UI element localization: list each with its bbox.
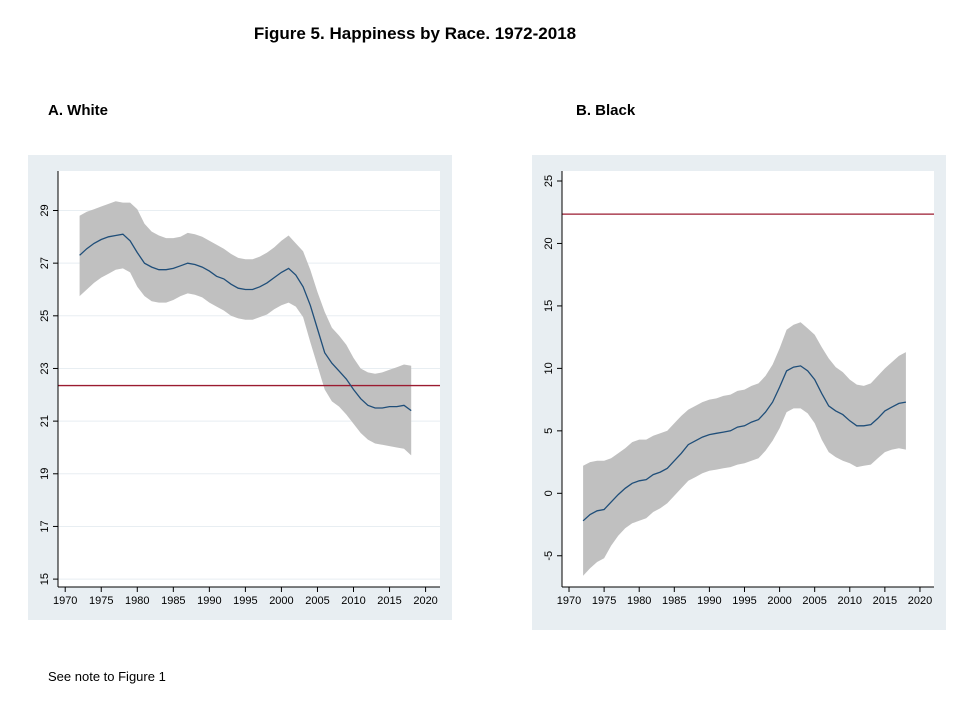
panel-b-y-tick-label: 15 (543, 300, 555, 312)
panel-b-x-tick-label: 1985 (662, 595, 686, 607)
panel-b-y-tick-label: 0 (543, 490, 555, 496)
panel-a-title: A. White (48, 102, 108, 119)
figure-title: Figure 5. Happiness by Race. 1972-2018 (253, 24, 577, 43)
panel-a-x-tick-label: 2015 (377, 595, 401, 607)
panel-a-y-tick-label: 21 (39, 415, 51, 427)
panel-a-y-tick-label: 23 (39, 362, 51, 374)
panel-b-x-tick-label: 2010 (838, 595, 862, 607)
panel-b-y-tick-label: 25 (543, 175, 555, 187)
panel-a-x-tick-label: 1970 (53, 595, 77, 607)
panel-a-y-tick-label: 19 (39, 468, 51, 480)
panel-a-x-tick-label: 2005 (305, 595, 329, 607)
panel-b-x-tick-label: 1980 (627, 595, 651, 607)
panel-a-y-tick-label: 15 (39, 573, 51, 585)
panel-b-x-tick-label: 2020 (908, 595, 932, 607)
panel-a-x-tick-label: 2020 (413, 595, 437, 607)
figure-note: See note to Figure 1 (48, 669, 166, 684)
panel-a-y-tick-label: 25 (39, 310, 51, 322)
panel-b-x-tick-label: 2005 (802, 595, 826, 607)
panel-b-x-tick-label: 1995 (732, 595, 756, 607)
panel-b-x-tick-label: 2015 (873, 595, 897, 607)
chart-panel-black: 1970 1975 1980 1985 1990 1995 2000 2005 2010 2015… (532, 155, 946, 630)
panel-a-x-tick-label: 1995 (233, 595, 257, 607)
panel-b-y-tick-label: -5 (543, 551, 555, 561)
panel-b-title: B. Black (576, 102, 636, 119)
panel-b-x-tick-label: 2000 (767, 595, 791, 607)
panel-a-y-tick-label: 17 (39, 520, 51, 532)
panel-a-x-tick-label: 2010 (341, 595, 365, 607)
panel-b-y-tick-label: 5 (543, 428, 555, 434)
panel-a-y-tick-label: 27 (39, 257, 51, 269)
panel-b-confidence-band (583, 322, 906, 576)
panel-a-x-tick-label: 1980 (125, 595, 149, 607)
panel-b-x-tick-label: 1970 (557, 595, 581, 607)
panel-a-y-tick-label: 29 (39, 204, 51, 216)
panel-b-x-tick-label: 1990 (697, 595, 721, 607)
panel-b-x-tick-label: 1975 (592, 595, 616, 607)
panel-a-estimate-line (79, 233, 412, 412)
panel-b-y-tick-label: 10 (543, 362, 555, 374)
panel-a-confidence-band (79, 201, 412, 456)
panel-a-x-tick-label: 2000 (269, 595, 293, 607)
panel-b-estimate-line (582, 365, 907, 522)
panel-a-x-tick-label: 1985 (161, 595, 185, 607)
panel-b-y-tick-label: 20 (543, 237, 555, 249)
panel-a-x-tick-label: 1975 (89, 595, 113, 607)
panel-a-x-tick-label: 1990 (197, 595, 221, 607)
chart-panel-white: 1970 1975 1980 1985 1990 1995 2000 2005 2010 2015… (28, 155, 452, 620)
